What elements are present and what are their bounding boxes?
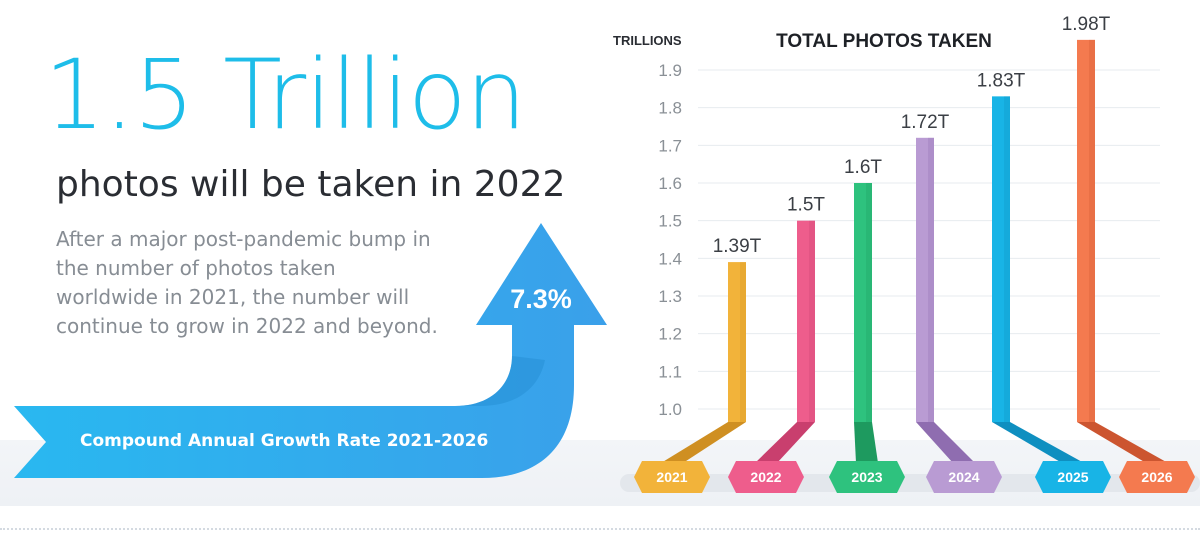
- year-badge: [1119, 461, 1195, 493]
- bar: [728, 262, 746, 422]
- growth-arrow-fold: [455, 356, 545, 406]
- bar-ribbon: [661, 422, 746, 463]
- description-line: After a major post-pandemic bump in: [56, 227, 431, 251]
- y-tick-label: 1.7: [658, 136, 682, 155]
- data-label: 1.5T: [787, 195, 825, 216]
- bar-group-2026: 2026 1.98T: [1062, 14, 1195, 493]
- y-tick-label: 1.4: [658, 249, 682, 268]
- bar-ribbon: [1077, 422, 1168, 463]
- bar: [992, 96, 1010, 422]
- y-tick-label: 1.0: [658, 400, 682, 419]
- y-axis-title: TRILLIONS: [613, 33, 682, 48]
- data-label: 1.6T: [844, 157, 882, 178]
- chart-title: TOTAL PHOTOS TAKEN: [776, 31, 992, 52]
- bar-group-2022: 2022 1.5T: [728, 195, 825, 493]
- x-tick-label: 2024: [948, 469, 979, 485]
- description-line: continue to grow in 2022 and beyond.: [56, 314, 438, 338]
- x-tick-label: 2022: [750, 469, 781, 485]
- description: After a major post-pandemic bump in the …: [56, 225, 476, 341]
- data-label: 1.83T: [977, 70, 1026, 91]
- y-tick-label: 1.2: [658, 325, 682, 344]
- bar: [854, 183, 872, 422]
- year-badge: [1035, 461, 1111, 493]
- bar-group-2024: 2024 1.72T: [901, 112, 1002, 493]
- y-tick-label: 1.1: [658, 362, 682, 381]
- year-badge: [728, 461, 804, 493]
- bottom-divider: [0, 528, 1200, 530]
- bar-shade: [1089, 39, 1095, 422]
- growth-label: Compound Annual Growth Rate 2021-2026: [80, 431, 488, 451]
- year-badge: [829, 461, 905, 493]
- bars: 2021 1.39T 2022 1.5T 2023 1.6T 2024 1.72T 2025 1.…: [634, 14, 1195, 493]
- description-line: worldwide in 2021, the number will: [56, 285, 410, 309]
- x-tick-label: 2023: [851, 469, 882, 485]
- bar: [797, 220, 815, 422]
- bar-shade: [928, 137, 934, 423]
- bar-ribbon: [992, 422, 1084, 463]
- growth-rate: 7.3%: [510, 284, 572, 314]
- bar-group-2023: 2023 1.6T: [829, 157, 905, 493]
- bar-shade: [866, 183, 872, 422]
- y-tick-label: 1.6: [658, 174, 682, 193]
- x-tick-label: 2026: [1141, 469, 1172, 485]
- bar-ribbon: [916, 422, 975, 463]
- y-tick-label: 1.8: [658, 99, 682, 118]
- bar-shade: [740, 262, 746, 422]
- description-line: the number of photos taken: [56, 256, 336, 280]
- x-tick-label: 2025: [1057, 469, 1088, 485]
- bar-group-2025: 2025 1.83T: [977, 70, 1111, 493]
- subheadline: photos will be taken in 2022: [56, 164, 566, 205]
- growth-arrow: [14, 223, 607, 478]
- bar: [1077, 39, 1095, 422]
- y-tick-label: 1.5: [658, 212, 682, 231]
- bar-ribbon: [755, 422, 815, 463]
- y-axis-ticks: 1.0 1.1 1.2 1.3 1.4 1.5 1.6 1.7 1.8 1.9: [658, 61, 682, 419]
- data-label: 1.72T: [901, 112, 950, 133]
- data-label: 1.39T: [713, 236, 762, 257]
- bar-shade: [809, 220, 815, 422]
- year-badge: [926, 461, 1002, 493]
- bar-group-2021: 2021 1.39T: [634, 236, 762, 493]
- y-tick-label: 1.3: [658, 287, 682, 306]
- bar: [916, 137, 934, 423]
- y-tick-label: 1.9: [658, 61, 682, 80]
- data-label: 1.98T: [1062, 14, 1111, 35]
- year-badge: [634, 461, 710, 493]
- bar-shade: [1004, 96, 1010, 422]
- headline: 1.5 Trillion: [44, 39, 526, 151]
- bar-ribbon: [854, 422, 878, 463]
- x-tick-label: 2021: [656, 469, 687, 485]
